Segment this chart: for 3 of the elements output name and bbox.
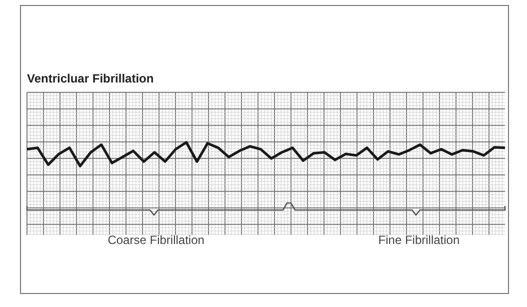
chart-title: Ventricluar Fibrillation (27, 72, 154, 86)
text: Coarse Fibrillation (108, 233, 204, 247)
text: Fine Fibrillation (378, 233, 460, 247)
